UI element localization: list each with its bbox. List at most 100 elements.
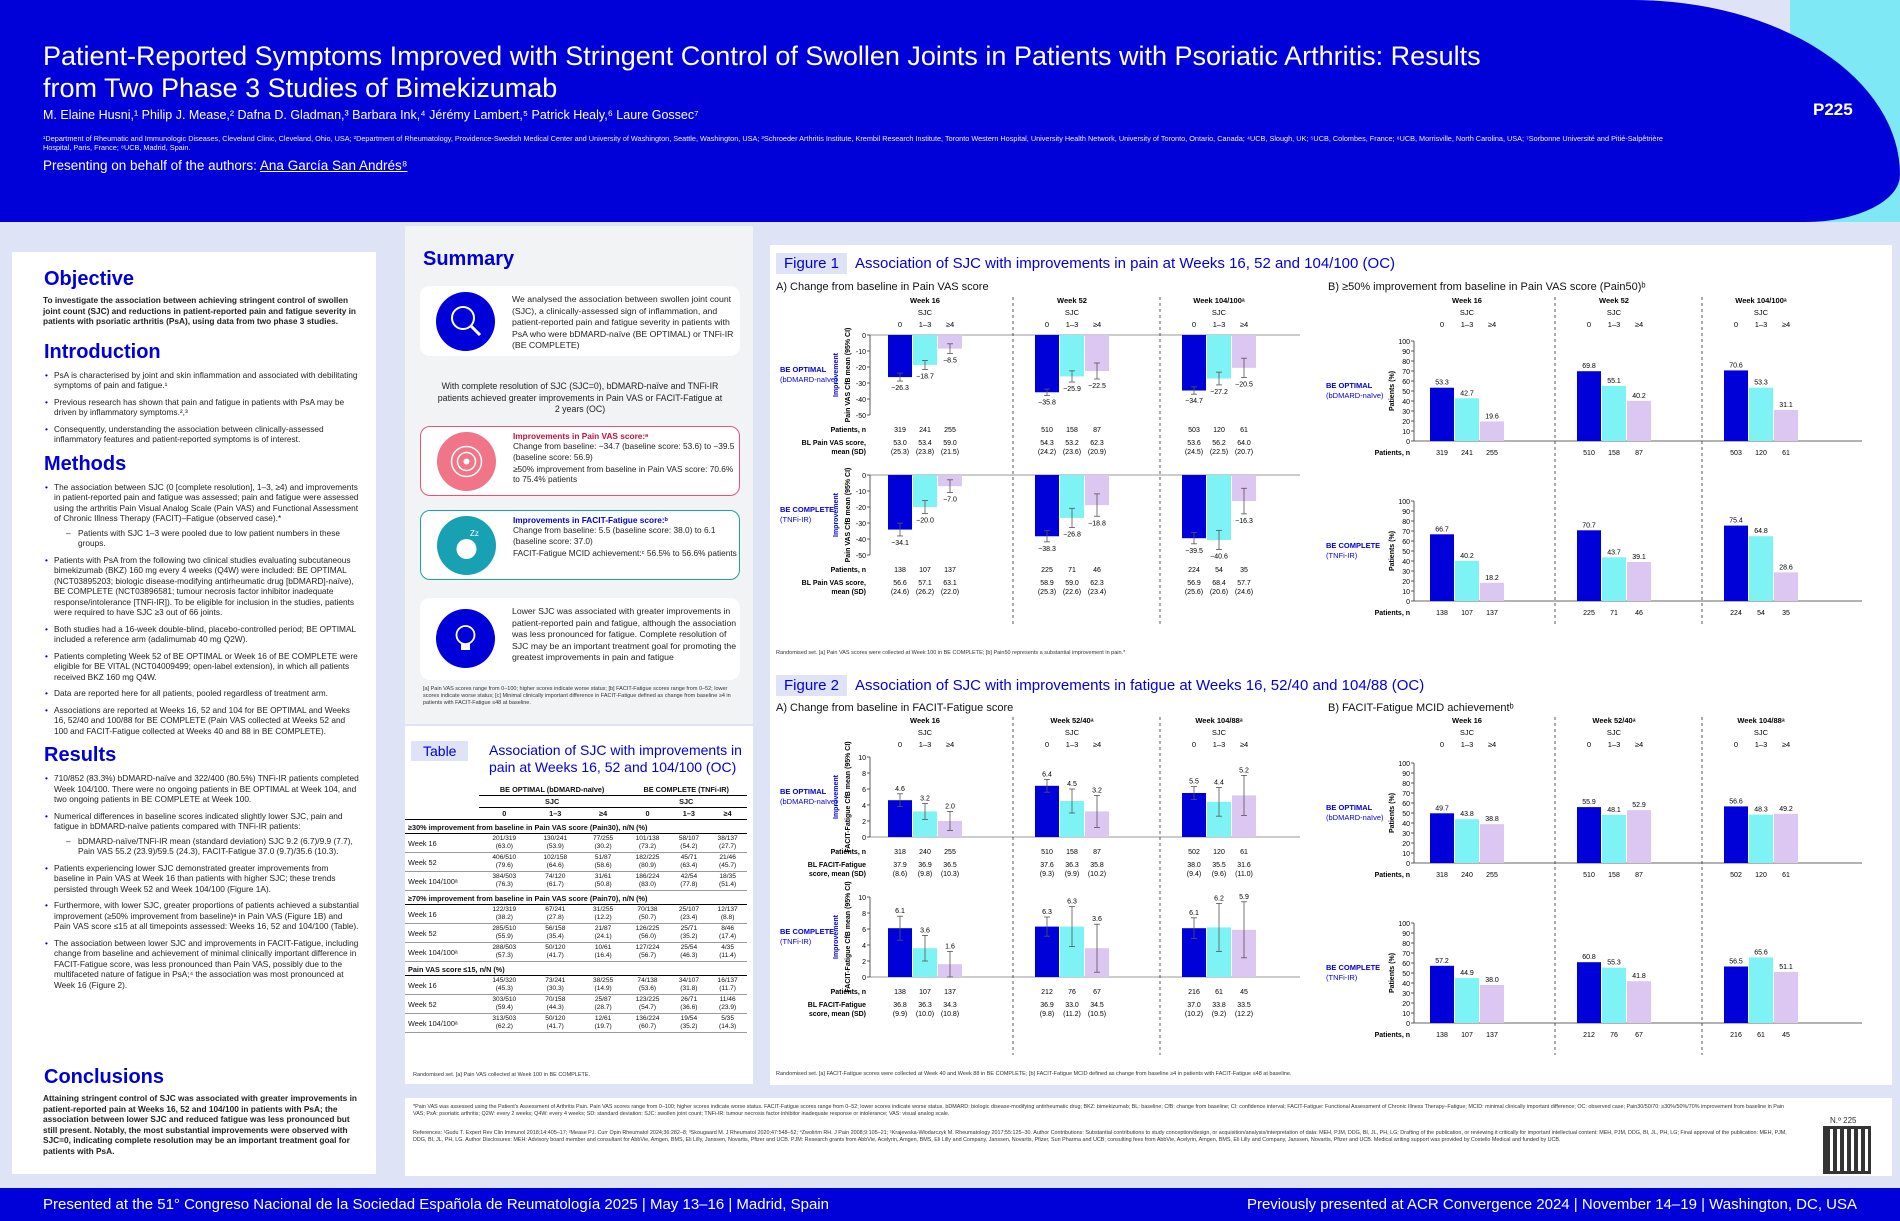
baseline-sd: (20.9) [1088,449,1106,456]
bar [1577,807,1601,863]
data-label: −26.8 [1063,531,1081,538]
y-tick-label: 100 [1398,921,1410,928]
presenter-link[interactable]: Ana García San Andrés⁸ [259,158,408,173]
sjc-column-label: 1–3 [1755,740,1768,749]
figure2a-title: A) Change from baseline in FACIT-Fatigue… [776,702,1014,714]
patients-n: 503 [1188,427,1200,434]
baseline-sd: (9.8) [1040,1011,1054,1018]
patients-n: 224 [1188,567,1200,574]
baseline-mean: 37.9 [893,862,907,869]
patients-n: 318 [1436,872,1448,879]
baseline-sd: (22.0) [941,589,959,596]
y-tick-label: 20 [1402,1001,1410,1008]
patients-n: 67 [1093,989,1101,996]
sjc-header: SJC [1212,728,1227,737]
patients-n-label: Patients, n [831,567,866,574]
patients-n: 120 [1755,872,1767,879]
patients-n: 107 [919,989,931,996]
y-tick-label: 60 [1402,961,1410,968]
table-row: Week 104/100ᵃ 384/503 (76.3) 74/120 (61.7) 31… [405,871,747,891]
sjc-column-label: 0 [1587,740,1591,749]
y-tick-label: 10 [1402,1011,1410,1018]
patients-n: 255 [1486,872,1498,879]
baseline-label: BL Pain VAS score, [802,580,866,587]
data-label: 6.1 [1189,910,1199,917]
sjc-header: SJC [918,308,933,317]
sjc-column-label: 0 [1734,740,1738,749]
table-row: Week 16 201/319 (63.0) 130/241 (53.9) 77/255(… [405,833,747,853]
baseline-sd: (10.2) [1088,871,1106,878]
arm-label: BE COMPLETE [1326,541,1380,550]
patients-n: 138 [894,989,906,996]
bar [888,475,912,530]
data-label: −16.3 [1235,518,1253,525]
methods-heading: Methods [44,452,127,475]
data-label: −8.5 [943,357,957,364]
summary-mid-text: With complete resolution of SJC (SJC=0),… [437,381,723,414]
patients-n: 45 [1240,989,1248,996]
patients-n-label: Patients, n [1375,872,1410,879]
patients-n: 319 [894,427,906,434]
baseline-sd: (25.3) [1038,589,1056,596]
y-tick-label: -40 [856,537,866,544]
y-tick-label: -30 [856,381,866,388]
y-tick-label: 80 [1402,941,1410,948]
patients-n: 61 [1782,450,1790,457]
baseline-label: BL FACIT-Fatigue [808,1002,866,1009]
table-row: Week 52 406/510 (79.6) 102/158 (64.6) 51/87 (5… [405,852,747,872]
sjc-column-label: ≥4 [1635,740,1643,749]
summary-conclusion-text: Lower SJC was associated with greater im… [512,606,737,662]
baseline-mean: 68.4 [1212,580,1226,587]
data-label: −39.5 [1185,548,1203,555]
bar [1480,824,1504,863]
bar [1182,793,1206,837]
sjc-column-label: ≥4 [1240,740,1248,749]
introduction-heading: Introduction [44,340,161,363]
data-label: 2.0 [945,803,955,810]
data-label: 6.4 [1042,771,1052,778]
sjc-header: SJC [918,728,933,737]
y-tick-label: 30 [1402,991,1410,998]
data-label: 4.5 [1067,781,1077,788]
methods-subbullet: Patients with SJC 1–3 were pooled due to… [44,528,360,549]
baseline-sd: (23.6) [1063,449,1081,456]
intro-bullet: PsA is characterised by joint and skin i… [44,370,360,391]
sjc-column-label: 0 [1192,740,1196,749]
arm-sublabel: (TNFi-IR) [1326,551,1358,560]
baseline-sd: (10.0) [916,1011,934,1018]
arm-label: BE OPTIMAL [1326,803,1373,812]
baseline-mean: 62.3 [1090,580,1104,587]
sjc-header: SJC [1754,728,1769,737]
patients-n: 120 [1213,849,1225,856]
conclusions-panel: Conclusions Attaining stringent control … [12,1052,376,1174]
timepoint-label: Week 52 [1057,296,1087,305]
patients-n: 510 [1583,450,1595,457]
figure1b-chart: Week 16 SJC 0 1–3 ≥4 Week 52 SJC 0 1–3 ≥4 Week 104… [1326,296,1862,625]
figure1b-title: B) ≥50% improvement from baseline in Pai… [1328,281,1646,293]
sjc-column-label: ≥4 [1093,320,1101,329]
data-label: −20.5 [1235,381,1253,388]
data-label: 56.6 [1729,798,1743,805]
results-bullet: The association between lower SJC and im… [44,938,360,991]
y-tick-label: 60 [1402,801,1410,808]
bar [1035,785,1059,837]
data-label: −7.0 [943,497,957,504]
bar [1627,400,1651,441]
patients-n: 137 [944,989,956,996]
figure1-footnote: Randomised set. [a] Pain VAS scores were… [776,650,1126,656]
baseline-mean: 53.2 [1065,440,1079,447]
methods-bullet: Patients completing Week 52 of BE OPTIMA… [44,651,360,683]
qr-code-icon[interactable] [1823,1126,1871,1174]
bar [1207,335,1231,379]
results-subbullet: bDMARD-naïve/TNFi-IR mean (standard devi… [44,836,360,857]
results-table: BE OPTIMAL (bDMARD-naïve) BE COMPLETE (TN… [405,784,747,1033]
y-tick-label: 100 [1398,339,1410,346]
patients-n: 35 [1240,567,1248,574]
improvement-label: Improvement [833,914,840,959]
bar [1749,814,1773,863]
objective-text: To investigate the association between a… [43,295,357,326]
arm-label: BE COMPLETE [1326,963,1380,972]
footer-right: Previously presented at ACR Convergence … [1246,1196,1857,1213]
y-tick-label: 100 [1398,761,1410,768]
patients-n: 255 [1486,450,1498,457]
